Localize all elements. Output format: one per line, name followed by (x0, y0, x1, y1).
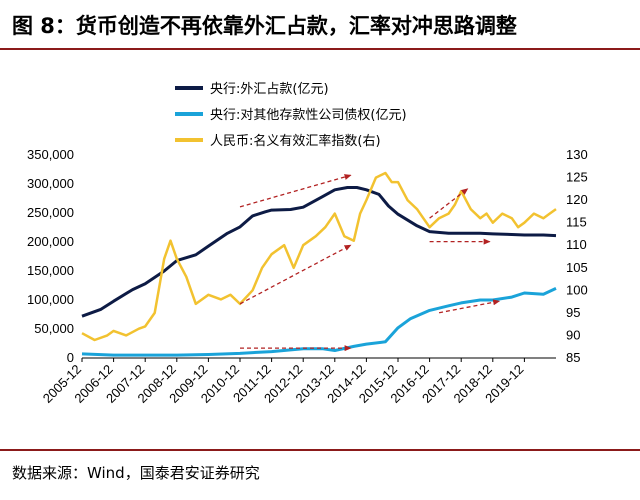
figure-title: 图 8：货币创造不再依靠外汇占款，汇率对冲思路调整 (12, 14, 517, 38)
legend-label-3: 人民币:名义有效汇率指数(右) (210, 133, 381, 149)
legend: 央行:外汇占款(亿元) 央行:对其他存款性公司债权(亿元) 人民币:名义有效汇率指数… (175, 82, 407, 149)
y-right-tick-label: 105 (566, 260, 588, 275)
y-right-tick-label: 115 (566, 215, 587, 230)
axes-layer: 0 50,000 100,000 150,000 200,000 250,000 300,0… (27, 147, 588, 406)
trend-arrow-6 (438, 299, 501, 314)
y-left-tick-label: 250,000 (27, 205, 74, 220)
y-left-tick-label: 350,000 (27, 147, 74, 162)
y-left-tick-label: 100,000 (27, 292, 74, 307)
trend-arrow-3 (429, 188, 469, 219)
trend-arrow-1 (239, 174, 352, 208)
series-layer (81, 171, 557, 357)
annotation-arrows (239, 174, 501, 352)
series-line-1 (81, 186, 557, 318)
figure-source: 数据来源：Wind，国泰君安证券研究 (12, 464, 260, 482)
trend-arrow-2 (239, 244, 352, 305)
title-rule (0, 48, 640, 50)
chart: 0 50,000 100,000 150,000 200,000 250,000 300,0… (27, 82, 588, 406)
y-right-tick-label: 100 (566, 282, 588, 297)
y-right-tick-label: 85 (566, 350, 580, 365)
legend-label-1: 央行:外汇占款(亿元) (210, 82, 329, 97)
y-right-tick-label: 125 (566, 170, 588, 185)
y-left-tick-label: 150,000 (27, 263, 74, 278)
y-left-tick-label: 300,000 (27, 176, 74, 191)
y-right-tick-label: 110 (566, 237, 587, 252)
series-line-3 (81, 171, 557, 342)
source-rule (0, 449, 640, 451)
y-right-tick-label: 130 (566, 147, 588, 162)
y-left-tick-label: 200,000 (27, 234, 74, 249)
y-left-tick-label: 50,000 (34, 321, 74, 336)
y-right-tick-label: 95 (566, 305, 580, 320)
y-left-tick-label: 0 (67, 350, 74, 365)
series-line-2 (81, 287, 557, 357)
legend-label-2: 央行:对其他存款性公司债权(亿元) (210, 107, 407, 123)
y-right-tick-label: 90 (566, 327, 580, 342)
y-right-tick-label: 120 (566, 192, 588, 207)
